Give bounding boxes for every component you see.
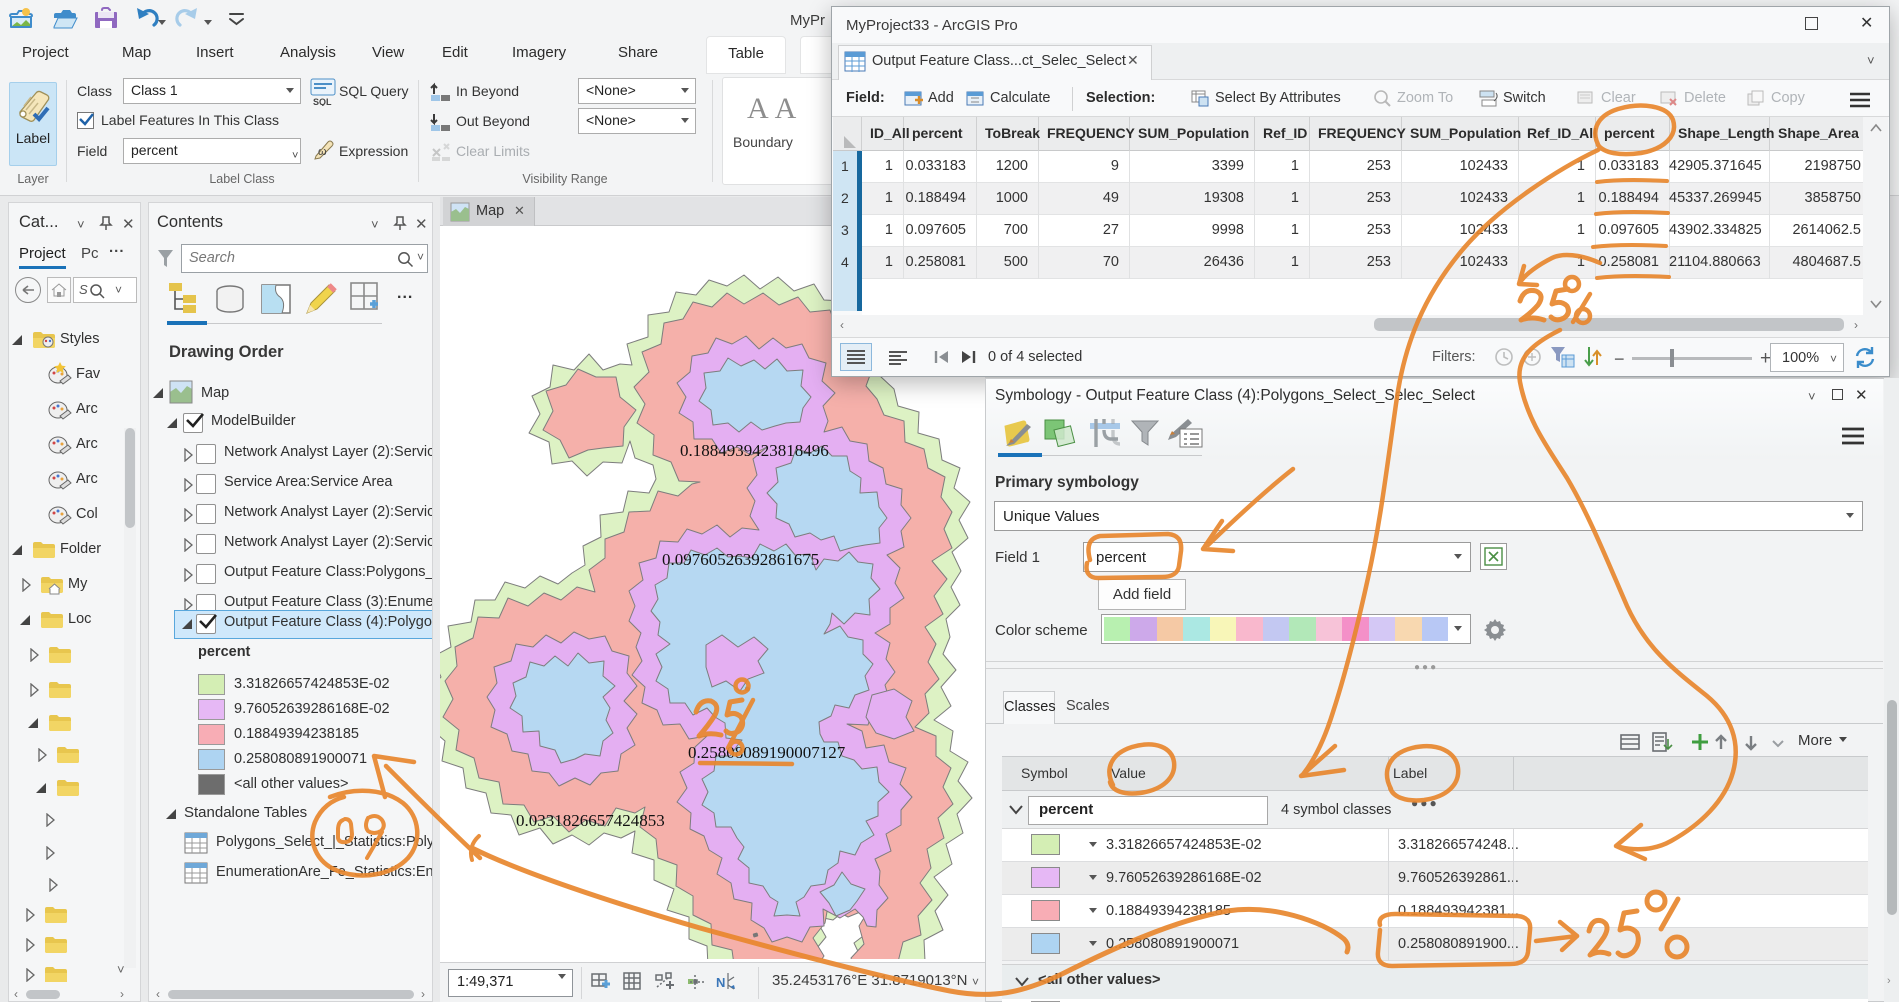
svg-text:N: N xyxy=(716,975,725,990)
svg-text:SQL: SQL xyxy=(313,97,332,106)
svg-text:ω: ω xyxy=(318,146,327,158)
